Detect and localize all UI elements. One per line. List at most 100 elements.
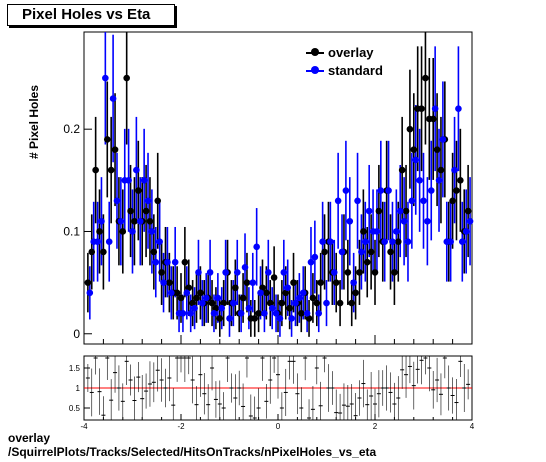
ratio-x-tick-label-0: -4 [80, 422, 88, 431]
legend-label-overlay: overlay [328, 45, 374, 60]
caption-line-2: /SquirrelPlots/Tracks/Selected/HitsOnTra… [8, 445, 377, 459]
standard-point [195, 269, 202, 276]
overlay-point [360, 228, 367, 235]
overlay-point [111, 146, 119, 153]
standard-point [272, 310, 280, 317]
standard-point [459, 238, 466, 246]
standard-point [377, 187, 385, 194]
overlay-point [123, 74, 130, 82]
overlay-point [173, 289, 181, 297]
overlay-point [212, 304, 220, 312]
standard-point [315, 310, 323, 317]
overlay-point [387, 248, 394, 256]
overlay-point [433, 146, 441, 153]
standard-point [257, 289, 264, 297]
standard-point [179, 310, 187, 317]
overlay-point [266, 299, 274, 307]
overlay-point [96, 228, 103, 235]
overlay-point [154, 197, 162, 205]
standard-point [365, 207, 373, 215]
y-tick-label-2: 0.2 [63, 122, 80, 136]
standard-point [160, 279, 167, 286]
overlay-point [193, 294, 200, 302]
standard-point [389, 238, 396, 246]
overlay-point [305, 315, 313, 322]
overlay-point [259, 284, 266, 292]
standard-point [102, 74, 109, 82]
overlay-point [146, 217, 154, 225]
standard-point [136, 217, 144, 225]
overlay-point [394, 238, 402, 246]
ratio-y-tick-label-1: 1 [76, 384, 81, 393]
overlay-point [336, 299, 344, 307]
overlay-point [216, 315, 224, 322]
overlay-point [464, 207, 472, 215]
standard-point [420, 197, 427, 205]
overlay-point [84, 279, 92, 286]
overlay-point [92, 166, 99, 174]
legend-entry-standard: standard [304, 62, 400, 80]
standard-point [94, 238, 101, 246]
standard-point [148, 228, 156, 235]
standard-point [451, 166, 458, 174]
standard-point [168, 289, 175, 297]
ratio-y-tick-label-0: 0.5 [69, 404, 81, 413]
standard-point [156, 238, 163, 246]
overlay-point [239, 294, 247, 302]
standard-point [183, 289, 191, 297]
standard-point [241, 263, 249, 271]
overlay-point [131, 217, 138, 225]
standard-point [113, 197, 121, 205]
standard-point [288, 315, 295, 322]
standard-point [358, 248, 365, 256]
overlay-point [356, 269, 363, 276]
overlay-point [457, 177, 464, 184]
standard-point [261, 310, 268, 317]
standard-point [303, 310, 311, 317]
overlay-point [142, 207, 150, 215]
y-tick-label-0: 0 [73, 327, 80, 341]
standard-point [249, 279, 257, 286]
standard-point [323, 299, 330, 307]
overlay-point [220, 299, 227, 307]
standard-point [334, 197, 342, 205]
standard-point [396, 207, 404, 215]
overlay-point [232, 284, 239, 292]
standard-point [416, 177, 423, 184]
overlay-point [263, 289, 270, 297]
overlay-point [371, 269, 379, 276]
overlay-point [290, 279, 297, 286]
standard-point [152, 258, 160, 266]
overlay-point [363, 258, 371, 266]
standard-point [164, 258, 171, 266]
standard-point [447, 238, 454, 246]
legend-entry-overlay: overlay [304, 44, 400, 62]
overlay-point [166, 279, 173, 286]
standard-point [462, 228, 470, 235]
overlay-point [410, 146, 418, 153]
overlay-point [352, 289, 359, 297]
y-tick-label-1: 0.1 [63, 224, 80, 238]
standard-point [307, 258, 315, 266]
overlay-point [103, 136, 111, 143]
standard-point [265, 269, 272, 276]
standard-point [284, 284, 292, 292]
standard-point [408, 197, 416, 205]
overlay-point [398, 166, 406, 174]
y-axis-label: # Pixel Holes [27, 85, 41, 159]
overlay-point [251, 315, 259, 322]
standard-point [338, 248, 346, 256]
overlay-point [286, 304, 293, 312]
standard-point [144, 197, 152, 205]
overlay-point [150, 248, 158, 256]
standard-point [105, 238, 113, 246]
legend: overlay standard [304, 44, 400, 80]
standard-point [424, 217, 431, 225]
standard-point [319, 238, 326, 246]
overlay-point [189, 299, 196, 307]
standard-point [342, 187, 350, 194]
standard-point [280, 269, 288, 276]
overlay-point [317, 279, 324, 286]
standard-point [206, 269, 214, 276]
standard-point [237, 310, 245, 317]
